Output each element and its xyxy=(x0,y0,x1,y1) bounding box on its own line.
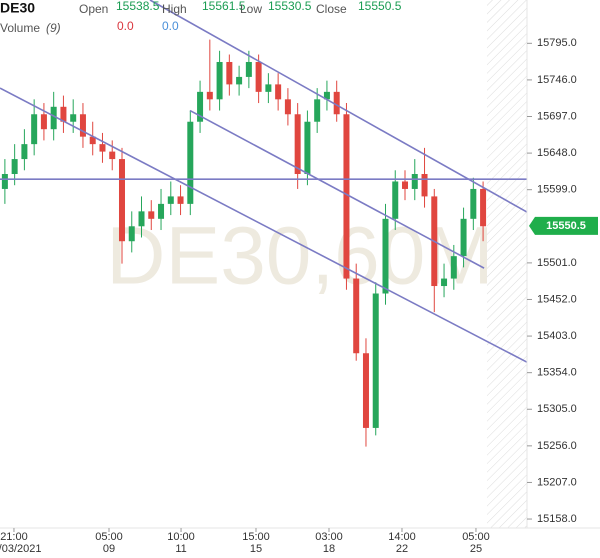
symbol: DE30 xyxy=(0,0,35,16)
y-tick-label: 15697.0 xyxy=(537,110,577,122)
candle-body xyxy=(167,196,174,204)
candle-body xyxy=(138,211,145,227)
candle-body xyxy=(109,151,116,160)
trendline xyxy=(149,0,528,213)
candle-body xyxy=(128,226,135,242)
candle-body xyxy=(236,76,243,85)
candle-body xyxy=(60,106,67,122)
candle-body xyxy=(21,144,28,160)
y-tick-label: 15599.0 xyxy=(537,184,577,196)
candle-body xyxy=(362,353,369,428)
candle-body xyxy=(343,114,350,279)
x-tick-label: 03:00 18 xyxy=(315,531,343,555)
candle-body xyxy=(158,203,165,219)
candle-body xyxy=(402,181,409,189)
y-tick-label: 15501.0 xyxy=(537,257,577,269)
future-area xyxy=(487,0,527,528)
candle-body xyxy=(245,61,252,77)
candle-body xyxy=(323,91,330,100)
volume-value: 0.0 xyxy=(117,19,134,33)
candle-body xyxy=(382,218,389,294)
low-label: Low xyxy=(240,2,262,16)
candle-body xyxy=(333,91,340,115)
candle-body xyxy=(275,84,282,100)
candle-body xyxy=(450,256,457,279)
candle-body xyxy=(79,114,86,137)
candle-body xyxy=(441,278,448,287)
y-tick-label: 15648.0 xyxy=(537,147,577,159)
candle-body xyxy=(421,174,428,197)
close-label: Close xyxy=(316,2,347,16)
candle-body xyxy=(265,84,272,92)
candle-body xyxy=(40,114,47,130)
candle-body xyxy=(284,99,291,115)
x-tick-label: 10:00 11 xyxy=(167,531,195,555)
high-label: High xyxy=(162,2,187,16)
candle-body xyxy=(353,278,360,354)
candle-body xyxy=(177,196,184,204)
candle-body xyxy=(148,211,155,219)
y-tick-label: 15354.0 xyxy=(537,367,577,379)
x-tick-label: 05:00 09 xyxy=(95,531,123,555)
candle-body xyxy=(197,91,204,122)
candle-body xyxy=(118,159,125,242)
candle-body xyxy=(99,144,106,152)
candle-body xyxy=(470,188,477,219)
candle-body xyxy=(11,159,18,175)
high-value: 15561.5 xyxy=(202,0,246,13)
candle-body xyxy=(460,218,467,257)
candle-body xyxy=(206,91,213,100)
price-tag xyxy=(529,216,598,235)
x-tick-label: 21:0006/03/2021 xyxy=(0,531,41,555)
candle-body xyxy=(294,114,301,175)
candle-body xyxy=(50,106,57,130)
y-tick-label: 15795.0 xyxy=(537,37,577,49)
x-tick-label: 14:00 22 xyxy=(388,531,416,555)
open-label: Open xyxy=(79,2,108,16)
candle-body xyxy=(1,174,8,189)
y-tick-label: 15207.0 xyxy=(537,476,577,488)
trendline xyxy=(189,109,485,269)
close-value: 15550.5 xyxy=(358,0,402,13)
y-tick-label: 15403.0 xyxy=(537,330,577,342)
candle-body xyxy=(314,99,321,122)
candle-body xyxy=(31,114,38,145)
price-tag-label: 15550.5 xyxy=(546,220,586,232)
candle-body xyxy=(70,114,77,122)
volume-value: 0.0 xyxy=(162,19,179,33)
y-tick-label: 15452.0 xyxy=(537,293,577,305)
x-tick-label: 05:00 25 xyxy=(462,531,490,555)
open-value: 15538.5 xyxy=(116,0,160,13)
candle-body xyxy=(411,174,418,189)
candle-body xyxy=(480,188,487,227)
x-tick-label: 15:00 15 xyxy=(242,531,270,555)
y-tick-label: 15305.0 xyxy=(537,403,577,415)
candle-body xyxy=(392,181,399,219)
trendline xyxy=(0,87,528,363)
candle-body xyxy=(187,121,194,204)
volume-label: Volume xyxy=(0,21,40,35)
y-tick-label: 15158.0 xyxy=(537,513,577,525)
candle-body xyxy=(216,61,223,100)
low-value: 15530.5 xyxy=(268,0,312,13)
candle-body xyxy=(372,293,379,428)
y-tick-label: 15746.0 xyxy=(537,74,577,86)
candle-body xyxy=(89,136,96,145)
watermark: DE30,60M xyxy=(106,211,493,302)
candle-body xyxy=(226,61,233,85)
y-tick-label: 15256.0 xyxy=(537,440,577,452)
volume-period: (9) xyxy=(46,21,61,35)
candle-body xyxy=(255,61,262,92)
candle-body xyxy=(304,121,311,175)
